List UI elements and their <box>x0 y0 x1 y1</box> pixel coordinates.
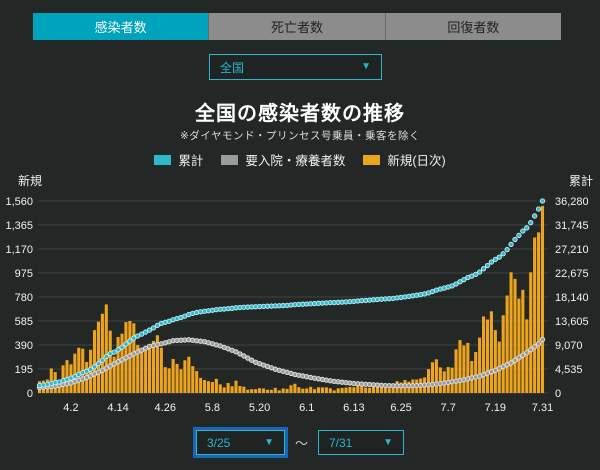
svg-text:1,170: 1,170 <box>5 244 33 256</box>
svg-text:390: 390 <box>15 340 33 352</box>
start-date-select[interactable]: 3/25 ▼ <box>192 427 288 458</box>
active-cases-swatch-icon <box>221 154 239 165</box>
tab-deaths[interactable]: 死亡者数 <box>208 13 385 40</box>
svg-text:1,365: 1,365 <box>5 220 33 232</box>
svg-text:5.8: 5.8 <box>205 402 220 414</box>
chart-legend: 累計 要入院・療養者数 新規(日次) <box>0 150 600 169</box>
svg-text:36,280: 36,280 <box>555 196 589 208</box>
svg-text:新規: 新規 <box>18 173 42 188</box>
chart-area[interactable]: 1,560 36,280 1,365 31,745 1,170 27,210 975 22,6… <box>0 165 600 415</box>
end-date-select[interactable]: 7/31 ▼ <box>318 430 404 455</box>
chart-svg: 1,560 36,280 1,365 31,745 1,170 27,210 975 22,6… <box>5 173 593 414</box>
svg-text:0: 0 <box>555 388 561 400</box>
chevron-down-icon: ▼ <box>361 61 371 72</box>
legend-label: 累計 <box>178 154 204 168</box>
legend-label: 新規(日次) <box>387 154 446 168</box>
svg-text:7.19: 7.19 <box>485 402 506 414</box>
legend-label: 要入院・療養者数 <box>245 154 346 168</box>
svg-text:195: 195 <box>15 364 33 376</box>
svg-text:4.2: 4.2 <box>63 402 78 414</box>
svg-text:780: 780 <box>15 292 33 304</box>
svg-text:5.20: 5.20 <box>249 402 270 414</box>
svg-text:18,140: 18,140 <box>555 292 589 304</box>
svg-text:27,210: 27,210 <box>555 244 589 256</box>
start-date-value: 3/25 <box>206 435 231 450</box>
chevron-down-icon: ▼ <box>264 436 274 448</box>
svg-text:9,070: 9,070 <box>555 340 583 352</box>
svg-text:7.7: 7.7 <box>441 402 456 414</box>
svg-text:975: 975 <box>15 268 33 280</box>
legend-item-daily-new: 新規(日次) <box>363 150 446 169</box>
daily-new-swatch-icon <box>363 154 381 165</box>
svg-text:4.14: 4.14 <box>107 402 128 414</box>
svg-text:6.25: 6.25 <box>390 402 411 414</box>
tab-recovered[interactable]: 回復者数 <box>384 13 561 40</box>
tab-infections[interactable]: 感染者数 <box>33 13 209 40</box>
active-cases-line-series <box>36 336 546 391</box>
region-select-value: 全国 <box>220 60 245 75</box>
svg-text:累計: 累計 <box>569 173 593 188</box>
cumulative-line-series <box>36 198 546 389</box>
svg-text:0: 0 <box>27 388 33 400</box>
axis-tick-labels: 1,560 36,280 1,365 31,745 1,170 27,210 975 22,6… <box>5 173 593 414</box>
svg-text:13,605: 13,605 <box>555 316 589 328</box>
svg-text:585: 585 <box>15 316 33 328</box>
svg-text:6.13: 6.13 <box>343 402 364 414</box>
end-date-value: 7/31 <box>329 435 353 450</box>
region-select[interactable]: 全国 ▼ <box>209 54 382 80</box>
legend-item-cumulative: 累計 <box>154 150 203 169</box>
page-subtitle: ※ダイヤモンド・プリンセス号乗員・乗客を除く <box>180 130 420 142</box>
svg-text:31,745: 31,745 <box>555 220 589 232</box>
svg-text:1,560: 1,560 <box>5 196 33 208</box>
page-title: 全国の感染者数の推移 <box>195 103 405 125</box>
date-range-controls: 3/25 ▼ ～ 7/31 ▼ <box>0 427 600 458</box>
tab-bar: 感染者数 死亡者数 回復者数 <box>33 13 561 40</box>
range-separator: ～ <box>294 436 308 451</box>
svg-text:7.31: 7.31 <box>532 402 553 414</box>
svg-text:22,675: 22,675 <box>555 268 589 280</box>
chevron-down-icon: ▼ <box>383 436 393 448</box>
legend-item-active-cases: 要入院・療養者数 <box>221 150 345 169</box>
svg-text:4.26: 4.26 <box>155 402 176 414</box>
svg-text:4,535: 4,535 <box>555 364 583 376</box>
cumulative-swatch-icon <box>154 154 172 165</box>
svg-text:6.1: 6.1 <box>299 402 314 414</box>
